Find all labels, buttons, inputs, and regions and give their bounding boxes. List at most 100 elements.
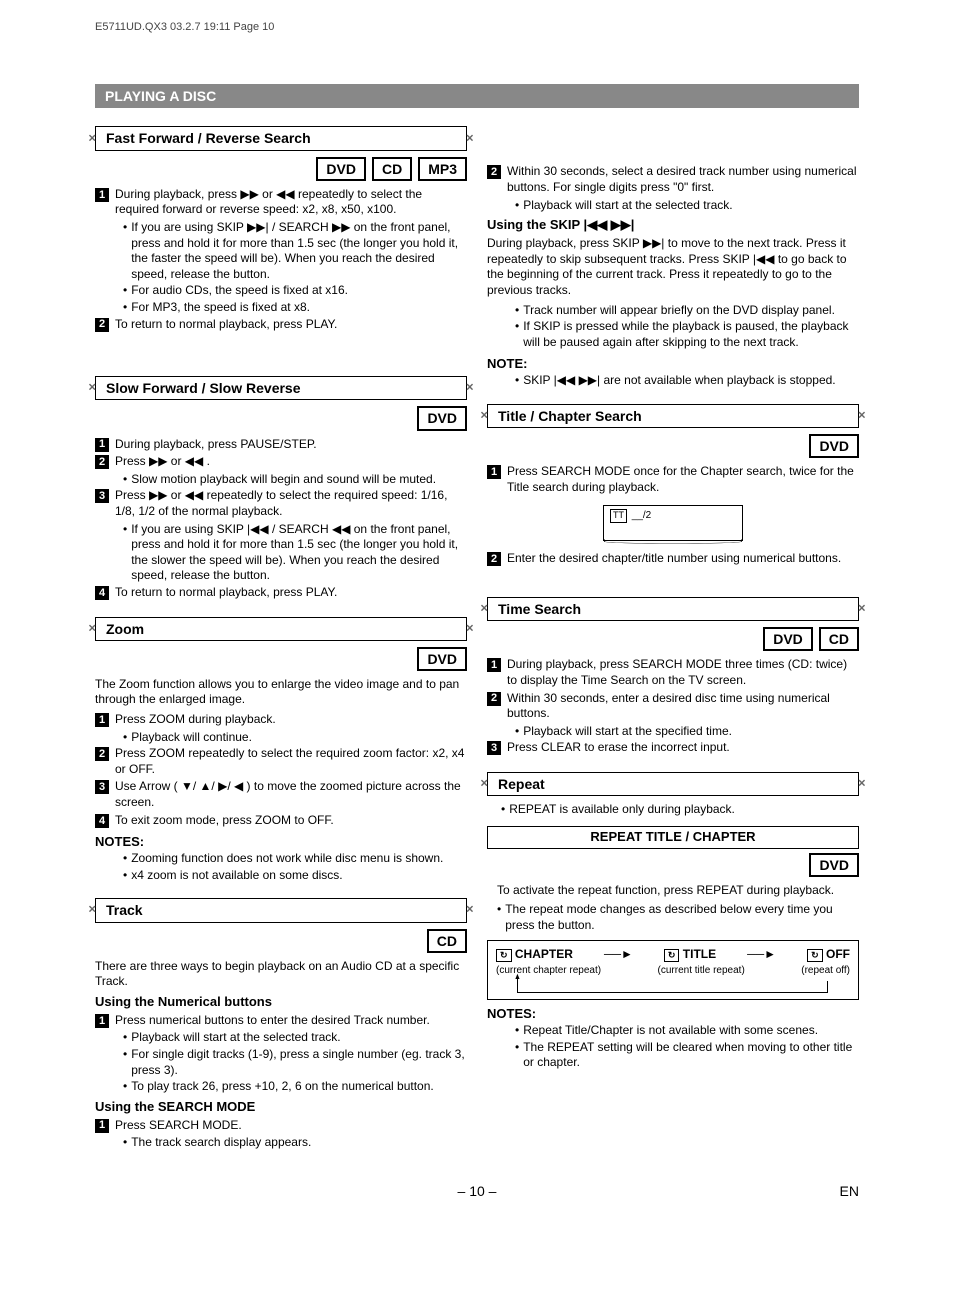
slow-bullet2: If you are using SKIP |◀◀ / SEARCH ◀◀ on… [131, 522, 467, 584]
track-bullet4: The track search display appears. [131, 1135, 311, 1151]
repeat-nn1: Repeat Title/Chapter is not available wi… [523, 1023, 818, 1039]
repeat-p1: To activate the repeat function, press R… [487, 883, 859, 899]
ff-step1: During playback, press ▶▶ or ◀◀ repeated… [115, 187, 467, 218]
display-tt-icon: TT [610, 509, 627, 523]
flow-title: TITLE [683, 947, 716, 961]
step-1-icon: 1 [487, 658, 501, 672]
step-2-icon: 2 [487, 165, 501, 179]
section-title-bar: PLAYING A DISC [95, 84, 859, 108]
flow-note3: (repeat off) [801, 964, 850, 977]
right-top-b1: Playback will start at the selected trac… [523, 198, 732, 214]
repeat-icon: ↻ [807, 949, 823, 963]
zoom-intro: The Zoom function allows you to enlarge … [95, 677, 467, 708]
time-b1: Playback will start at the specified tim… [523, 724, 732, 740]
heading-zoom: Zoom [95, 617, 467, 641]
page-lang: EN [840, 1182, 859, 1200]
slow-step3: Press ▶▶ or ◀◀ repeatedly to select the … [115, 488, 467, 519]
right-top-p1: During playback, press SKIP ▶▶| to move … [487, 236, 859, 298]
heading-track: Track [95, 898, 467, 922]
media-row-ff: DVD CD MP3 [95, 157, 467, 181]
step-1-icon: 1 [95, 438, 109, 452]
zoom-step2: Press ZOOM repeatedly to select the requ… [115, 746, 467, 777]
step-3-icon: 3 [95, 489, 109, 503]
media-dvd: DVD [417, 647, 467, 671]
zoom-bullet1: Playback will continue. [131, 730, 252, 746]
zoom-step4: To exit zoom mode, press ZOOM to OFF. [115, 813, 467, 829]
heading-time-search: Time Search [487, 597, 859, 621]
step-1-icon: 1 [95, 188, 109, 202]
flow-note1: (current chapter repeat) [496, 964, 601, 977]
media-dvd: DVD [417, 406, 467, 430]
right-top-b2: Track number will appear briefly on the … [523, 303, 835, 319]
track-step1: Press numerical buttons to enter the des… [115, 1013, 467, 1029]
step-2-icon: 2 [487, 552, 501, 566]
step-1-icon: 1 [95, 1119, 109, 1133]
track-bullet2: For single digit tracks (1-9), press a s… [131, 1047, 467, 1078]
time-step2: Within 30 seconds, enter a desired disc … [507, 691, 859, 722]
repeat-icon: ↻ [496, 949, 512, 963]
arrow-right-icon: ──► [604, 947, 633, 963]
media-dvd: DVD [809, 853, 859, 877]
step-2-icon: 2 [95, 747, 109, 761]
repeat-b1: REPEAT is available only during playback… [509, 802, 735, 818]
ts-step2: Enter the desired chapter/title number u… [507, 551, 859, 567]
track-step2: Press SEARCH MODE. [115, 1118, 467, 1134]
step-3-icon: 3 [487, 741, 501, 755]
repeat-icon: ↻ [664, 949, 680, 963]
slow-bullet1: Slow motion playback will begin and soun… [131, 472, 436, 488]
media-dvd: DVD [763, 627, 813, 651]
step-4-icon: 4 [95, 586, 109, 600]
page-number: – 10 – [458, 1182, 497, 1200]
zoom-note1: Zooming function does not work while dis… [131, 851, 443, 867]
left-column: Fast Forward / Reverse Search DVD CD MP3… [95, 126, 467, 1151]
slow-step1: During playback, press PAUSE/STEP. [115, 437, 467, 453]
track-intro: There are three ways to begin playback o… [95, 959, 467, 990]
zoom-step1: Press ZOOM during playback. [115, 712, 467, 728]
step-1-icon: 1 [95, 713, 109, 727]
repeat-subbar: REPEAT TITLE / CHAPTER [487, 826, 859, 849]
ts-step1: Press SEARCH MODE once for the Chapter s… [507, 464, 859, 495]
step-1-icon: 1 [487, 465, 501, 479]
zoom-note2: x4 zoom is not available on some discs. [131, 868, 342, 884]
track-bullet1: Playback will start at the selected trac… [131, 1030, 340, 1046]
flow-note2: (current title repeat) [658, 964, 745, 977]
media-dvd: DVD [809, 434, 859, 458]
repeat-notes-label: NOTES: [487, 1006, 859, 1023]
right-top-n1: SKIP |◀◀ ▶▶| are not available when play… [523, 373, 835, 389]
heading-slow: Slow Forward / Slow Reverse [95, 376, 467, 400]
time-step3: Press CLEAR to erase the incorrect input… [507, 740, 859, 756]
zoom-step3: Use Arrow ( ▼/ ▲/ ▶/ ◀ ) to move the zoo… [115, 779, 467, 810]
flow-off: OFF [826, 947, 850, 961]
slow-step2: Press ▶▶ or ◀◀ . [115, 454, 467, 470]
right-top-b3: If SKIP is pressed while the playback is… [523, 319, 859, 350]
right-column: 2 Within 30 seconds, select a desired tra… [487, 126, 859, 1151]
media-cd: CD [372, 157, 412, 181]
flow-return-arrow-icon [518, 981, 828, 993]
arrow-right-icon: ──► [747, 947, 776, 963]
heading-title-search: Title / Chapter Search [487, 404, 859, 428]
step-1-icon: 1 [95, 1014, 109, 1028]
track-h1: Using the Numerical buttons [95, 994, 467, 1011]
print-header: E5711UD.QX3 03.2.7 19:11 Page 10 [95, 20, 859, 34]
ff-step2: To return to normal playback, press PLAY… [115, 317, 467, 333]
flow-chapter: CHAPTER [515, 947, 573, 961]
media-cd: CD [427, 929, 467, 953]
ff-bullet2: For audio CDs, the speed is fixed at x16… [131, 283, 348, 299]
track-h2: Using the SEARCH MODE [95, 1099, 467, 1116]
time-step1: During playback, press SEARCH MODE three… [507, 657, 859, 688]
step-4-icon: 4 [95, 814, 109, 828]
zoom-notes-label: NOTES: [95, 834, 467, 851]
media-mp3: MP3 [418, 157, 467, 181]
repeat-flow-diagram: ↻ CHAPTER ──► ↻ TITLE ──► ↻ OFF (current… [487, 940, 859, 1001]
repeat-nn2: The REPEAT setting will be cleared when … [523, 1040, 859, 1071]
step-2-icon: 2 [95, 318, 109, 332]
step-2-icon: 2 [487, 692, 501, 706]
repeat-p2: The repeat mode changes as described bel… [505, 902, 859, 933]
ff-bullet1: If you are using SKIP ▶▶| / SEARCH ▶▶ on… [131, 220, 467, 282]
right-top-step2: Within 30 seconds, select a desired trac… [507, 164, 859, 195]
media-dvd: DVD [316, 157, 366, 181]
right-top-h1: Using the SKIP |◀◀ ▶▶| [487, 217, 859, 234]
heading-repeat: Repeat [487, 772, 859, 796]
step-2-icon: 2 [95, 455, 109, 469]
heading-fast-forward: Fast Forward / Reverse Search [95, 126, 467, 150]
